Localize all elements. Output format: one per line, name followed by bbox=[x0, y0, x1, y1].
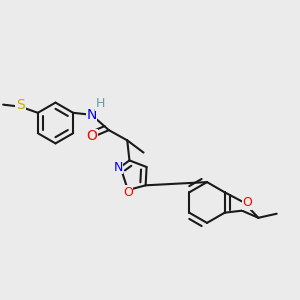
Text: H: H bbox=[96, 97, 105, 110]
Text: S: S bbox=[16, 98, 25, 112]
Text: N: N bbox=[86, 108, 97, 122]
Text: N: N bbox=[113, 160, 123, 173]
Text: O: O bbox=[123, 186, 133, 199]
Text: O: O bbox=[243, 196, 253, 209]
Text: O: O bbox=[87, 129, 98, 143]
